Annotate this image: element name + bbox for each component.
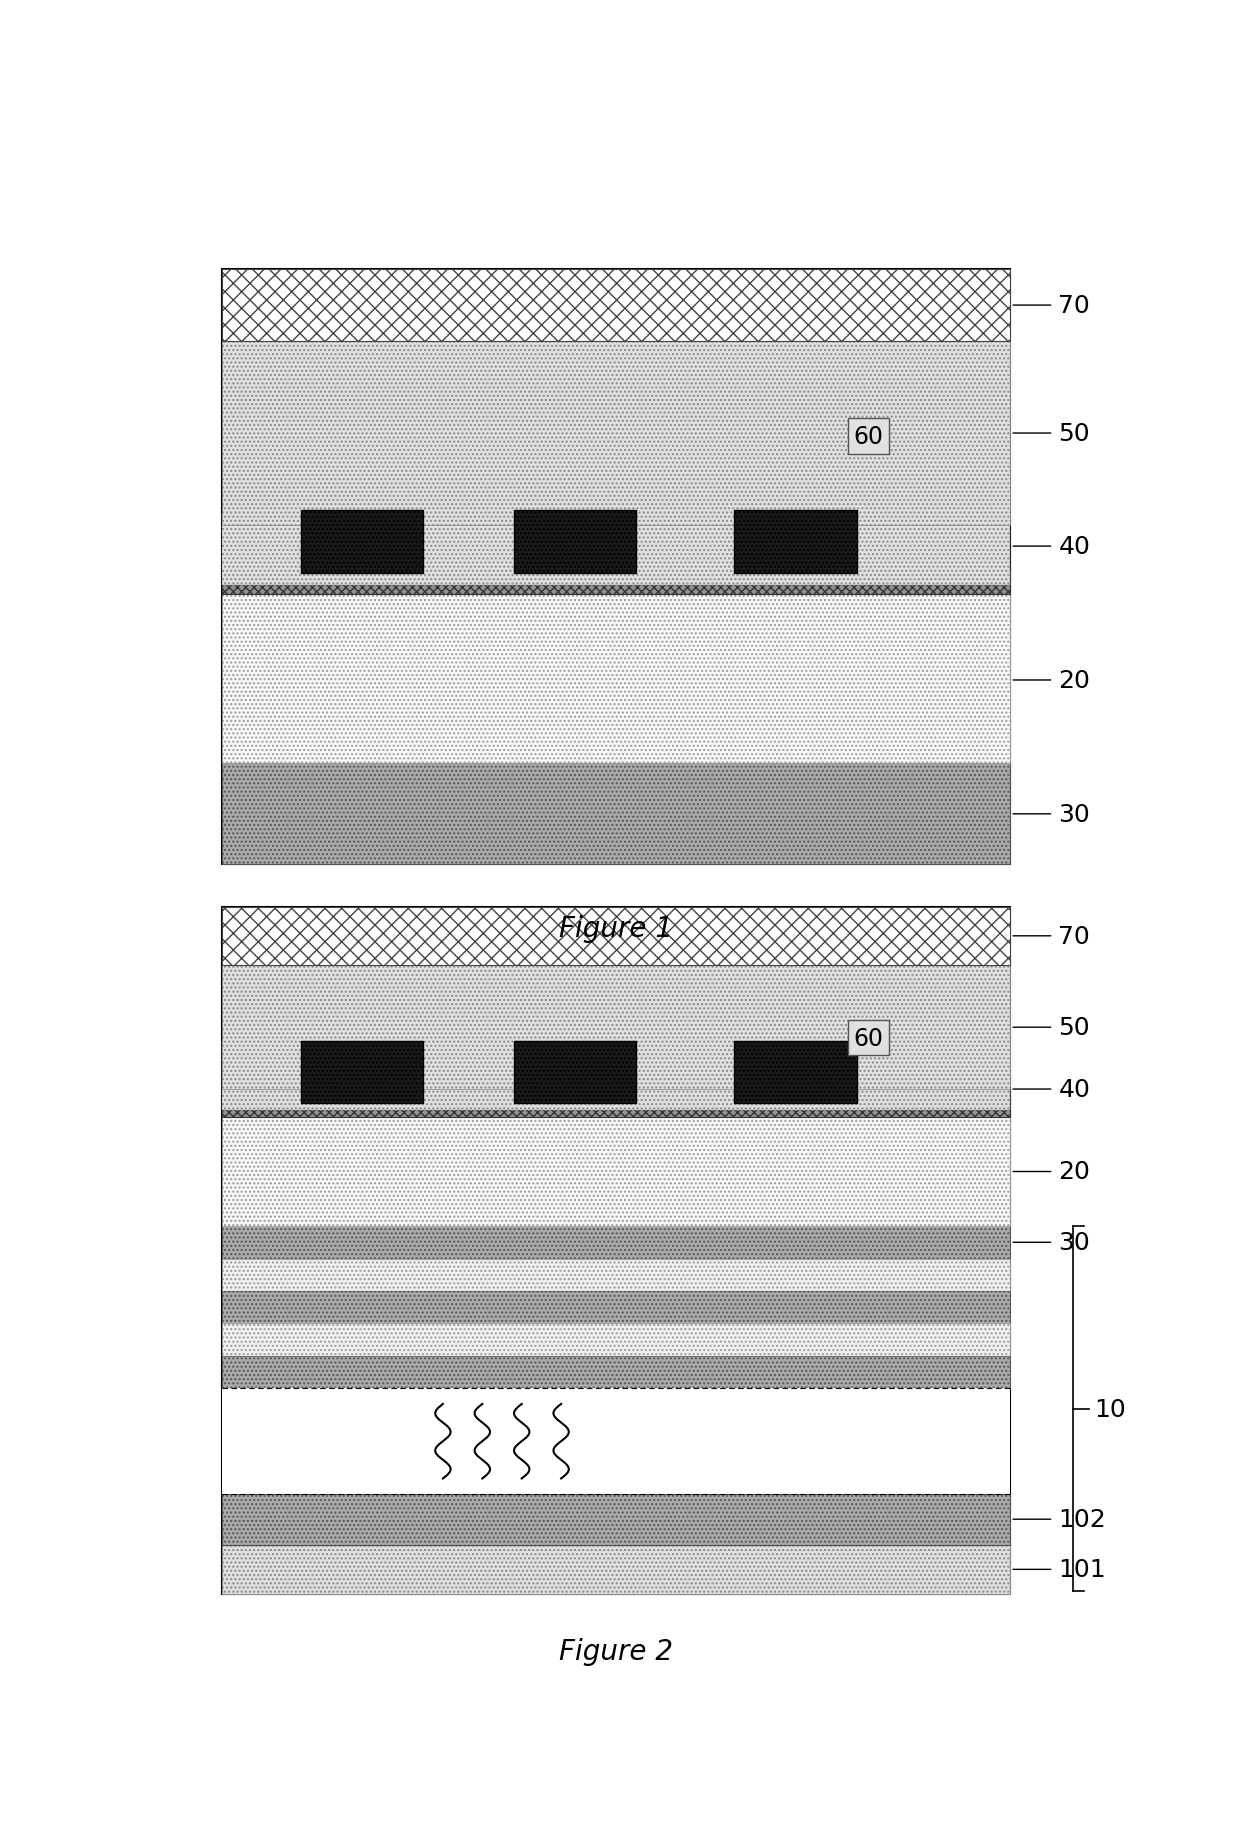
Bar (734, 511, 857, 574)
Text: 30: 30 (1058, 1230, 1090, 1254)
Bar (222, 594, 1011, 763)
Text: 50: 50 (1058, 421, 1090, 445)
Text: 70: 70 (1058, 294, 1090, 318)
Bar (222, 1260, 1011, 1291)
Bar (222, 1495, 1011, 1545)
Bar (513, 1041, 636, 1103)
Text: 50: 50 (1058, 1015, 1090, 1039)
Bar (222, 1355, 1011, 1388)
Text: 60: 60 (853, 425, 883, 449)
Bar (222, 1545, 1011, 1594)
Text: 20: 20 (1058, 1160, 1090, 1184)
Bar (222, 270, 1011, 864)
Bar (222, 965, 1011, 1089)
Text: 70: 70 (1058, 925, 1090, 949)
Bar (734, 1041, 857, 1103)
Text: 30: 30 (1058, 802, 1090, 826)
Bar (222, 270, 1011, 342)
Text: 40: 40 (1058, 1078, 1090, 1102)
Bar (222, 1089, 1011, 1116)
Bar (222, 342, 1011, 526)
Text: 10: 10 (1094, 1398, 1126, 1422)
Text: Figure 2: Figure 2 (559, 1637, 673, 1664)
Bar (222, 1116, 1011, 1227)
Text: 60: 60 (853, 1026, 883, 1050)
Text: 20: 20 (1058, 669, 1090, 693)
Bar (222, 1388, 1011, 1495)
Bar (222, 907, 1011, 965)
Bar (301, 511, 423, 574)
Text: 102: 102 (1058, 1508, 1106, 1532)
Bar (301, 1041, 423, 1103)
Bar (222, 1324, 1011, 1355)
Bar (513, 511, 636, 574)
Bar (222, 763, 1011, 864)
Text: Figure 1: Figure 1 (559, 914, 673, 943)
Text: 101: 101 (1058, 1558, 1106, 1582)
Bar (222, 570, 1011, 594)
Bar (222, 907, 1011, 1594)
Text: 40: 40 (1058, 535, 1090, 559)
Bar (222, 1227, 1011, 1260)
Bar (222, 515, 1011, 585)
Bar (222, 1291, 1011, 1324)
Bar (222, 1041, 1011, 1111)
